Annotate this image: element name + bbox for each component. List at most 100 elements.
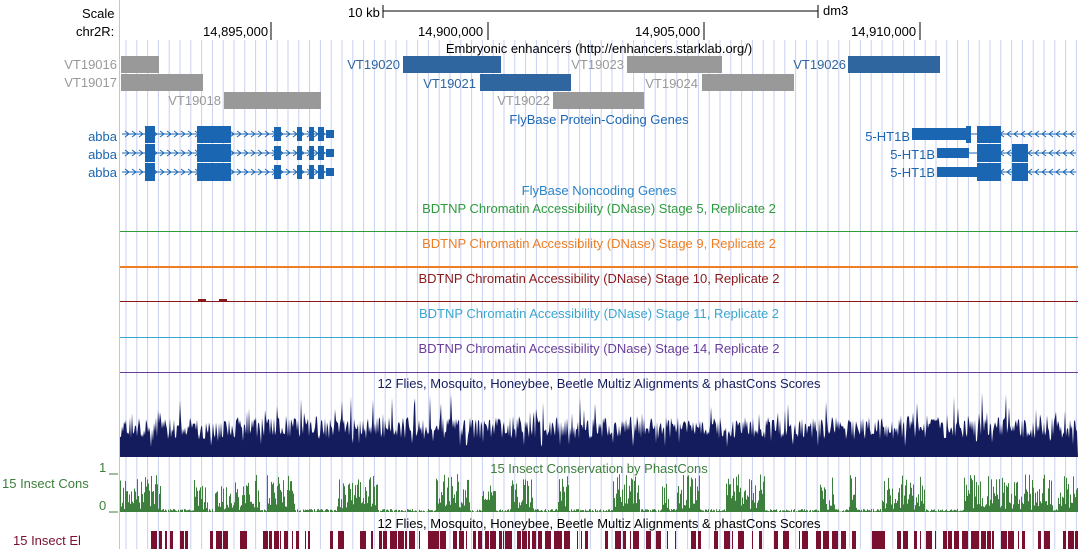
dnase-stage11-signal[interactable] bbox=[120, 337, 1078, 338]
conservation-bar bbox=[597, 510, 598, 512]
exon-block bbox=[297, 165, 302, 179]
strand-arrow bbox=[1013, 130, 1019, 138]
conservation-bar bbox=[1000, 507, 1001, 512]
conservation-bar bbox=[867, 509, 868, 512]
conserved-element bbox=[879, 531, 885, 549]
conservation-bar bbox=[833, 494, 834, 512]
conservation-bar bbox=[948, 511, 949, 512]
enhancer-block[interactable] bbox=[848, 56, 940, 73]
enhancer-block[interactable] bbox=[702, 74, 794, 91]
conservation-bar bbox=[363, 498, 364, 512]
enhancer-label[interactable]: VT19022 bbox=[497, 93, 550, 108]
conservation-bar bbox=[348, 484, 349, 512]
conservation-bar bbox=[595, 509, 596, 512]
gene-label-5ht1b[interactable]: 5-HT1B bbox=[890, 147, 935, 162]
multiz-phastcons-wiggle[interactable] bbox=[120, 393, 1078, 459]
conservation-bar bbox=[1031, 509, 1032, 512]
enhancer-label[interactable]: VT19020 bbox=[347, 57, 400, 72]
enhancer-label[interactable]: VT19021 bbox=[423, 76, 476, 91]
conservation-bar bbox=[860, 510, 861, 512]
conservation-bar bbox=[992, 503, 993, 512]
conservation-bar bbox=[396, 509, 397, 512]
gene-label-5ht1b[interactable]: 5-HT1B bbox=[890, 165, 935, 180]
conserved-element bbox=[269, 531, 272, 549]
conserved-element bbox=[371, 531, 373, 549]
gene-label-abba[interactable]: abba bbox=[88, 147, 117, 162]
conserved-element bbox=[159, 531, 162, 549]
conservation-bar bbox=[873, 509, 874, 512]
gene-models[interactable] bbox=[0, 126, 1078, 186]
conservation-bar bbox=[382, 509, 383, 512]
conservation-side-label[interactable]: 15 Insect Cons bbox=[2, 476, 89, 491]
conserved-element bbox=[1022, 531, 1025, 549]
elements-side-label[interactable]: 15 Insect El bbox=[13, 533, 81, 548]
conserved-element bbox=[577, 531, 578, 549]
dnase-stage5-signal[interactable] bbox=[120, 231, 1078, 232]
conservation-bar bbox=[596, 511, 597, 512]
conservation-bar bbox=[372, 503, 373, 512]
enhancer-label[interactable]: VT19018 bbox=[168, 93, 221, 108]
conservation-bar bbox=[946, 509, 947, 512]
conserved-element bbox=[165, 531, 167, 549]
enhancer-label[interactable]: VT19016 bbox=[64, 57, 117, 72]
enhancer-block[interactable] bbox=[553, 92, 644, 109]
conservation-bar bbox=[126, 491, 127, 512]
dnase-stage9-signal[interactable] bbox=[120, 266, 1078, 268]
conservation-bar bbox=[440, 502, 441, 512]
dnase-stage10-signal[interactable] bbox=[120, 301, 1078, 302]
enhancer-block[interactable] bbox=[121, 56, 159, 73]
gene-label-abba[interactable]: abba bbox=[88, 129, 117, 144]
conservation-bar bbox=[357, 484, 358, 512]
conservation-bar bbox=[319, 510, 320, 512]
conservation-bar bbox=[288, 475, 289, 512]
conservation-bar bbox=[995, 495, 996, 512]
conservation-bar bbox=[782, 510, 783, 512]
conserved-element bbox=[852, 531, 856, 549]
conserved-element bbox=[292, 531, 293, 549]
conservation-bar bbox=[903, 504, 904, 512]
conservation-bar bbox=[1013, 504, 1014, 512]
conservation-bar bbox=[290, 481, 291, 512]
gene-label-5ht1b[interactable]: 5-HT1B bbox=[865, 129, 910, 144]
enhancer-block[interactable] bbox=[627, 56, 722, 73]
dnase-stage14-signal[interactable] bbox=[120, 372, 1078, 373]
enhancer-block[interactable] bbox=[403, 56, 501, 73]
enhancer-label[interactable]: VT19024 bbox=[645, 76, 698, 91]
conservation-bar bbox=[132, 501, 133, 512]
conserved-elements-bars[interactable] bbox=[120, 531, 1078, 549]
enhancer-label[interactable]: VT19026 bbox=[793, 57, 846, 72]
conservation-bar bbox=[180, 509, 181, 512]
conservation-bar bbox=[453, 498, 454, 512]
conservation-bar bbox=[820, 484, 821, 512]
conservation-bar bbox=[545, 509, 546, 512]
conservation-bar bbox=[398, 510, 399, 512]
conservation-bar bbox=[862, 511, 863, 512]
conserved-element bbox=[935, 531, 936, 549]
conservation-bar bbox=[350, 489, 351, 512]
gene-label-abba[interactable]: abba bbox=[88, 165, 117, 180]
enhancer-label[interactable]: VT19017 bbox=[64, 75, 117, 90]
conservation-bar bbox=[480, 510, 481, 512]
conservation-bar bbox=[775, 510, 776, 512]
enhancer-label[interactable]: VT19023 bbox=[571, 57, 624, 72]
conservation-bar bbox=[177, 511, 178, 512]
enhancer-block[interactable] bbox=[121, 74, 203, 91]
conservation-bar bbox=[217, 491, 218, 512]
conservation-bar bbox=[568, 485, 569, 512]
enhancer-block[interactable] bbox=[224, 92, 321, 109]
exon-block bbox=[145, 126, 155, 143]
conservation-bar bbox=[939, 511, 940, 512]
conservation-bar bbox=[188, 509, 189, 512]
dnase-stage11-title: BDTNP Chromatin Accessibility (DNase) St… bbox=[418, 306, 780, 321]
strand-arrow bbox=[1041, 130, 1047, 138]
conserved-element bbox=[383, 531, 387, 549]
conservation-bar bbox=[323, 511, 324, 512]
conservation-bar bbox=[419, 509, 420, 512]
enhancer-block[interactable] bbox=[480, 74, 571, 91]
exon-block bbox=[197, 144, 231, 162]
conservation-wiggle[interactable] bbox=[120, 474, 1078, 514]
conservation-bar bbox=[971, 478, 972, 512]
conservation-bar bbox=[744, 491, 745, 512]
conservation-bar bbox=[865, 510, 866, 512]
